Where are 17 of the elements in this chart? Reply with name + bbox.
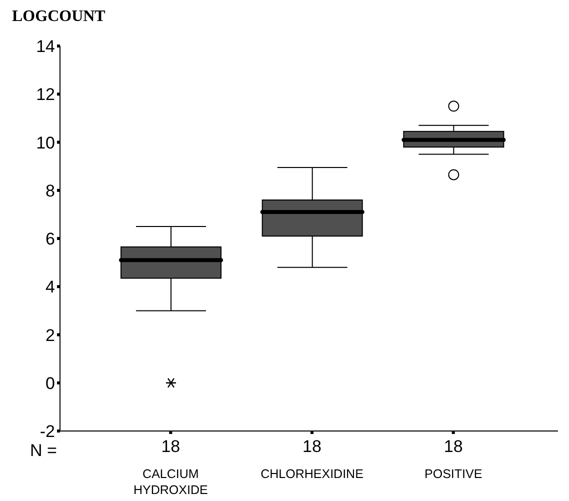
text: N = [30, 441, 57, 461]
y-tick-label: 2 [46, 326, 55, 345]
y-tick-label: 8 [46, 181, 55, 200]
y-tick-label: -2 [40, 422, 55, 442]
y-tick-label: 4 [46, 278, 55, 297]
y-axis-title: LOGCOUNT [12, 8, 106, 26]
y-tick-label: 10 [36, 133, 55, 152]
x-tick-label: POSITIVE [424, 467, 482, 481]
y-tick-label: 14 [36, 37, 55, 56]
text: 18 [444, 437, 463, 456]
y-tick-label: 6 [46, 230, 55, 249]
x-tick-label: CALCIUM HYDROXIDE [134, 467, 208, 497]
y-tick-label: 12 [36, 85, 55, 104]
text: 18 [161, 437, 180, 456]
x-tick-label: CHLORHEXIDINE [260, 467, 364, 481]
text: 18 [302, 437, 322, 456]
y-tick-label: 0 [46, 374, 55, 393]
